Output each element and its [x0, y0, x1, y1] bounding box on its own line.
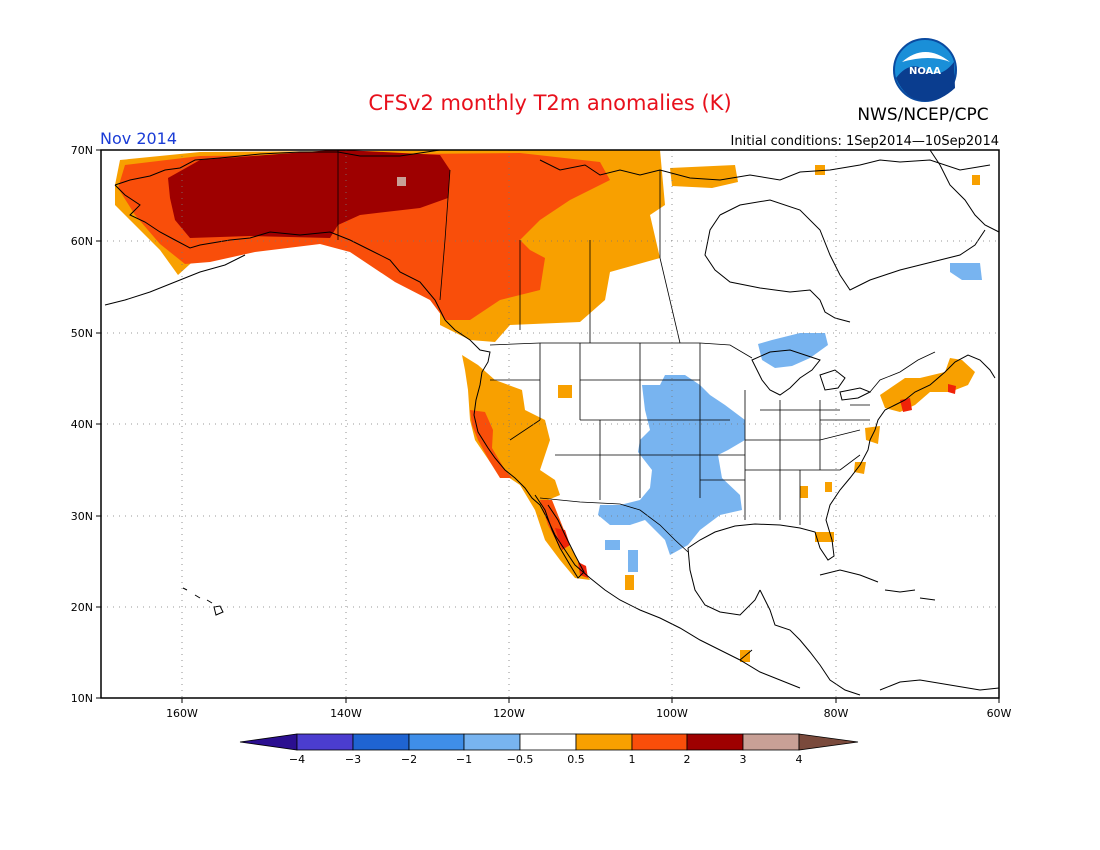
coast-east	[869, 354, 996, 441]
political-borders	[337, 150, 936, 553]
great-lakes	[751, 349, 872, 401]
colorbar	[239, 733, 859, 751]
colorbar-label: 0.5	[567, 753, 585, 766]
shading-northeast-2	[900, 384, 956, 412]
colorbar-label: −0.5	[507, 753, 534, 766]
lat-tick-label: 70N	[71, 144, 93, 157]
lat-tick-label: 30N	[71, 510, 93, 523]
coast-alaska	[114, 149, 446, 321]
noaa-logo: NOAA	[893, 38, 957, 102]
hawaii	[182, 587, 224, 616]
colorbar-swatch	[408, 733, 465, 751]
coast-hudson	[704, 199, 986, 323]
lat-axis: 70N 60N 50N 40N 30N 20N 10N	[71, 144, 93, 705]
lon-ticks	[181, 698, 1000, 703]
noaa-logo-text: NOAA	[909, 66, 941, 77]
colorbar-label: −2	[401, 753, 417, 766]
colorbar-labels: −4 −3 −2 −1 −0.5 0.5 1 2 3 4	[289, 753, 803, 766]
colorbar-swatch	[519, 733, 577, 751]
lon-tick-label: 120W	[493, 707, 525, 720]
shading-3-cell	[397, 177, 406, 186]
colorbar-swatch	[686, 733, 744, 751]
lat-tick-label: 50N	[71, 327, 93, 340]
colorbar-label: −4	[289, 753, 305, 766]
lon-tick-label: 80W	[824, 707, 849, 720]
colorbar-arrow-low	[239, 733, 298, 751]
lat-ticks	[96, 149, 101, 699]
state-lines	[490, 343, 870, 525]
lon-tick-label: 140W	[330, 707, 362, 720]
colorbar-label: 4	[796, 753, 803, 766]
coast-greenland	[929, 149, 1000, 233]
shading-cool-labrador	[950, 263, 982, 280]
lat-tick-label: 20N	[71, 601, 93, 614]
border-us-mexico	[539, 497, 689, 553]
colorbar-swatch	[352, 733, 410, 751]
shading-westcoast-2	[555, 528, 588, 578]
coast-pacific	[444, 319, 801, 689]
colorbar-swatch	[631, 733, 688, 751]
shading-0p5-arctic	[670, 165, 738, 188]
colorbar-label: −1	[456, 753, 472, 766]
caribbean-islands	[819, 569, 1000, 691]
coast-aleutians	[104, 254, 246, 306]
map-title: CFSv2 monthly T2m anomalies (K)	[368, 91, 731, 115]
shading-westcoast-0p5	[462, 355, 590, 580]
colorbar-swatch	[463, 733, 521, 751]
colorbar-label: 3	[740, 753, 747, 766]
coast-arctic	[539, 159, 991, 181]
lon-tick-label: 160W	[166, 707, 198, 720]
lat-tick-label: 10N	[71, 692, 93, 705]
initial-conditions: Initial conditions: 1Sep2014—10Sep2014	[731, 134, 999, 149]
gridlines	[101, 150, 999, 698]
colorbar-label: −3	[345, 753, 361, 766]
colorbar-swatch	[296, 733, 354, 751]
border-canada-provinces	[439, 169, 681, 344]
colorbar-swatch	[575, 733, 633, 751]
colorbar-swatch	[742, 733, 800, 751]
coast-central-america	[739, 589, 861, 696]
lat-tick-label: 60N	[71, 235, 93, 248]
coastlines	[104, 149, 1000, 696]
lon-axis: 160W 140W 120W 100W 80W 60W	[166, 707, 1011, 720]
anomaly-shading	[115, 150, 982, 662]
coast-baja	[534, 494, 585, 579]
shading-cool-mexico	[605, 540, 638, 572]
colorbar-label: 1	[629, 753, 636, 766]
shading-2-core	[168, 150, 450, 238]
agency-label: NWS/NCEP/CPC	[857, 105, 988, 125]
shading-northeast-0p5	[880, 358, 975, 412]
month-label: Nov 2014	[100, 129, 177, 148]
coast-gulf	[687, 439, 871, 616]
map-panel	[100, 149, 1000, 699]
lon-tick-label: 100W	[656, 707, 688, 720]
lon-tick-label: 60W	[987, 707, 1012, 720]
lat-tick-label: 40N	[71, 418, 93, 431]
colorbar-arrow-high	[798, 733, 859, 751]
colorbar-label: 2	[684, 753, 691, 766]
